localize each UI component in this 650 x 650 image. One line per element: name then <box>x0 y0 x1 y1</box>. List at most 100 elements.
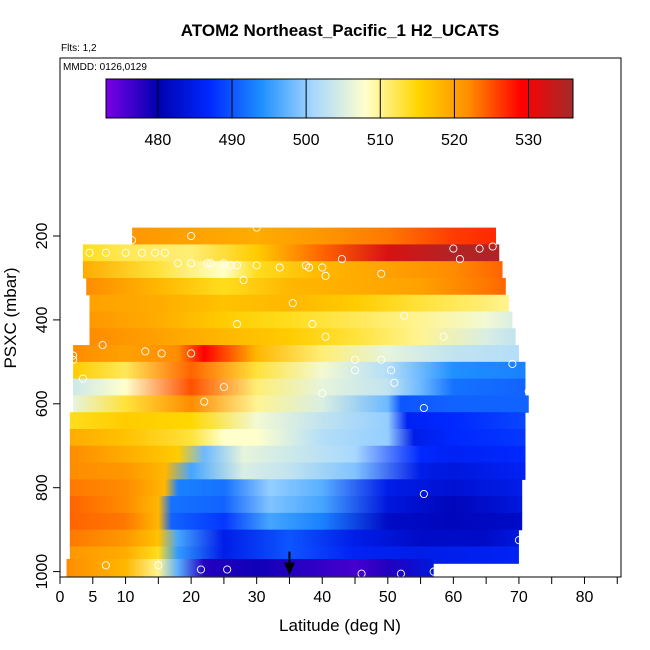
sample-point <box>98 341 107 350</box>
sample-point <box>206 259 215 268</box>
sample-point <box>429 567 438 576</box>
sample-point <box>321 271 330 280</box>
heatmap-band <box>69 445 526 464</box>
sample-point <box>252 223 261 232</box>
sample-point <box>288 299 297 308</box>
x-axis-label: Latitude (deg N) <box>279 616 401 635</box>
sample-point <box>151 248 160 257</box>
sample-point <box>252 261 261 270</box>
sample-point <box>232 261 242 270</box>
colorbar-tick-label: 520 <box>441 132 468 149</box>
x-tick-label: 50 <box>379 589 397 606</box>
colorbar-ticks: 480 490 500 510 520 530 <box>145 79 542 149</box>
sample-point <box>308 320 317 329</box>
heatmap-band <box>66 559 434 577</box>
y-axis: 200 400 600 800 1000 <box>34 223 60 589</box>
sample-point <box>439 332 448 341</box>
heatmap-band <box>73 378 526 397</box>
sample-point <box>85 248 94 257</box>
sample-point <box>223 565 232 574</box>
heatmap-band <box>82 244 500 262</box>
sample-point <box>128 236 137 245</box>
sample-point <box>203 259 212 268</box>
x-tick-label: 20 <box>182 589 200 606</box>
heatmap-band <box>73 361 526 380</box>
colorbar-tick-label: 510 <box>367 132 394 149</box>
x-tick-label: 70 <box>510 589 528 606</box>
sample-point <box>78 374 87 383</box>
heatmap-band <box>69 496 523 514</box>
heatmap-band <box>69 428 526 447</box>
sample-point <box>187 349 196 358</box>
sample-point <box>101 561 110 570</box>
heatmap-band <box>132 227 496 245</box>
y-tick-label: 200 <box>34 223 51 250</box>
y-tick-label: 600 <box>34 390 51 417</box>
sample-point <box>173 259 183 268</box>
sample-point <box>121 248 130 257</box>
heatmap-band <box>69 512 523 531</box>
sample-point <box>275 263 284 272</box>
sample-point <box>524 387 533 396</box>
sample-point <box>350 366 360 375</box>
sample-point <box>239 275 248 285</box>
sample-point <box>390 378 399 387</box>
sample-point <box>521 345 530 354</box>
colorbar-tick-label: 530 <box>515 132 542 149</box>
heatmap-band <box>89 328 516 346</box>
y-axis-label: PSXC (mbar) <box>1 267 20 368</box>
heatmap-band <box>69 529 519 548</box>
sample-point <box>396 569 405 577</box>
x-tick-label: 5 <box>88 589 97 606</box>
sample-point <box>449 244 458 253</box>
sample-points <box>69 223 533 577</box>
heatmap-band <box>86 277 506 296</box>
sample-point <box>377 355 386 364</box>
sample-point <box>321 332 330 341</box>
x-tick-label: 30 <box>248 589 266 606</box>
heatmap-band <box>82 261 503 279</box>
sample-point <box>157 349 166 358</box>
sample-point <box>187 231 196 241</box>
x-tick-label: 10 <box>117 589 135 606</box>
x-tick-label: 60 <box>444 589 462 606</box>
colorbar-tick-label: 500 <box>293 132 320 149</box>
sample-point <box>232 320 242 329</box>
y-tick-label: 400 <box>34 306 51 333</box>
sample-point <box>69 351 78 360</box>
heatmap-band <box>73 345 519 363</box>
sample-point <box>200 397 209 406</box>
sample-point <box>187 259 196 268</box>
sample-point <box>508 359 517 368</box>
heatmap-band <box>69 412 526 430</box>
sample-point <box>350 355 360 364</box>
sample-point <box>69 355 78 364</box>
sample-point <box>318 389 327 398</box>
heatmap-band <box>89 311 513 329</box>
heatmap-band <box>89 294 510 313</box>
dates-annotation: MMDD: 0126,0129 <box>63 62 147 73</box>
colorbar-tick-label: 480 <box>145 132 172 149</box>
sample-point <box>455 255 464 264</box>
arrow-marker <box>283 551 295 576</box>
sample-point <box>318 263 327 272</box>
chart-title: ATOM2 Northeast_Pacific_1 H2_UCATS <box>181 21 499 40</box>
colorbar <box>105 78 574 119</box>
sample-point <box>137 248 146 257</box>
sample-point <box>475 244 484 253</box>
sample-point <box>219 382 228 392</box>
flights-annotation: Flts: 1,2 <box>61 43 97 54</box>
sample-point <box>419 403 428 413</box>
sample-point <box>101 248 110 257</box>
sample-point <box>160 248 169 257</box>
sample-point <box>400 311 409 320</box>
x-tick-label: 0 <box>56 589 65 606</box>
sample-point <box>514 536 523 545</box>
x-tick-label: 80 <box>576 589 594 606</box>
x-tick-label: 40 <box>313 589 331 606</box>
sample-point <box>387 366 396 375</box>
heatmap-band <box>69 462 526 480</box>
heatmap-bands <box>66 227 529 577</box>
sample-point <box>196 565 206 574</box>
